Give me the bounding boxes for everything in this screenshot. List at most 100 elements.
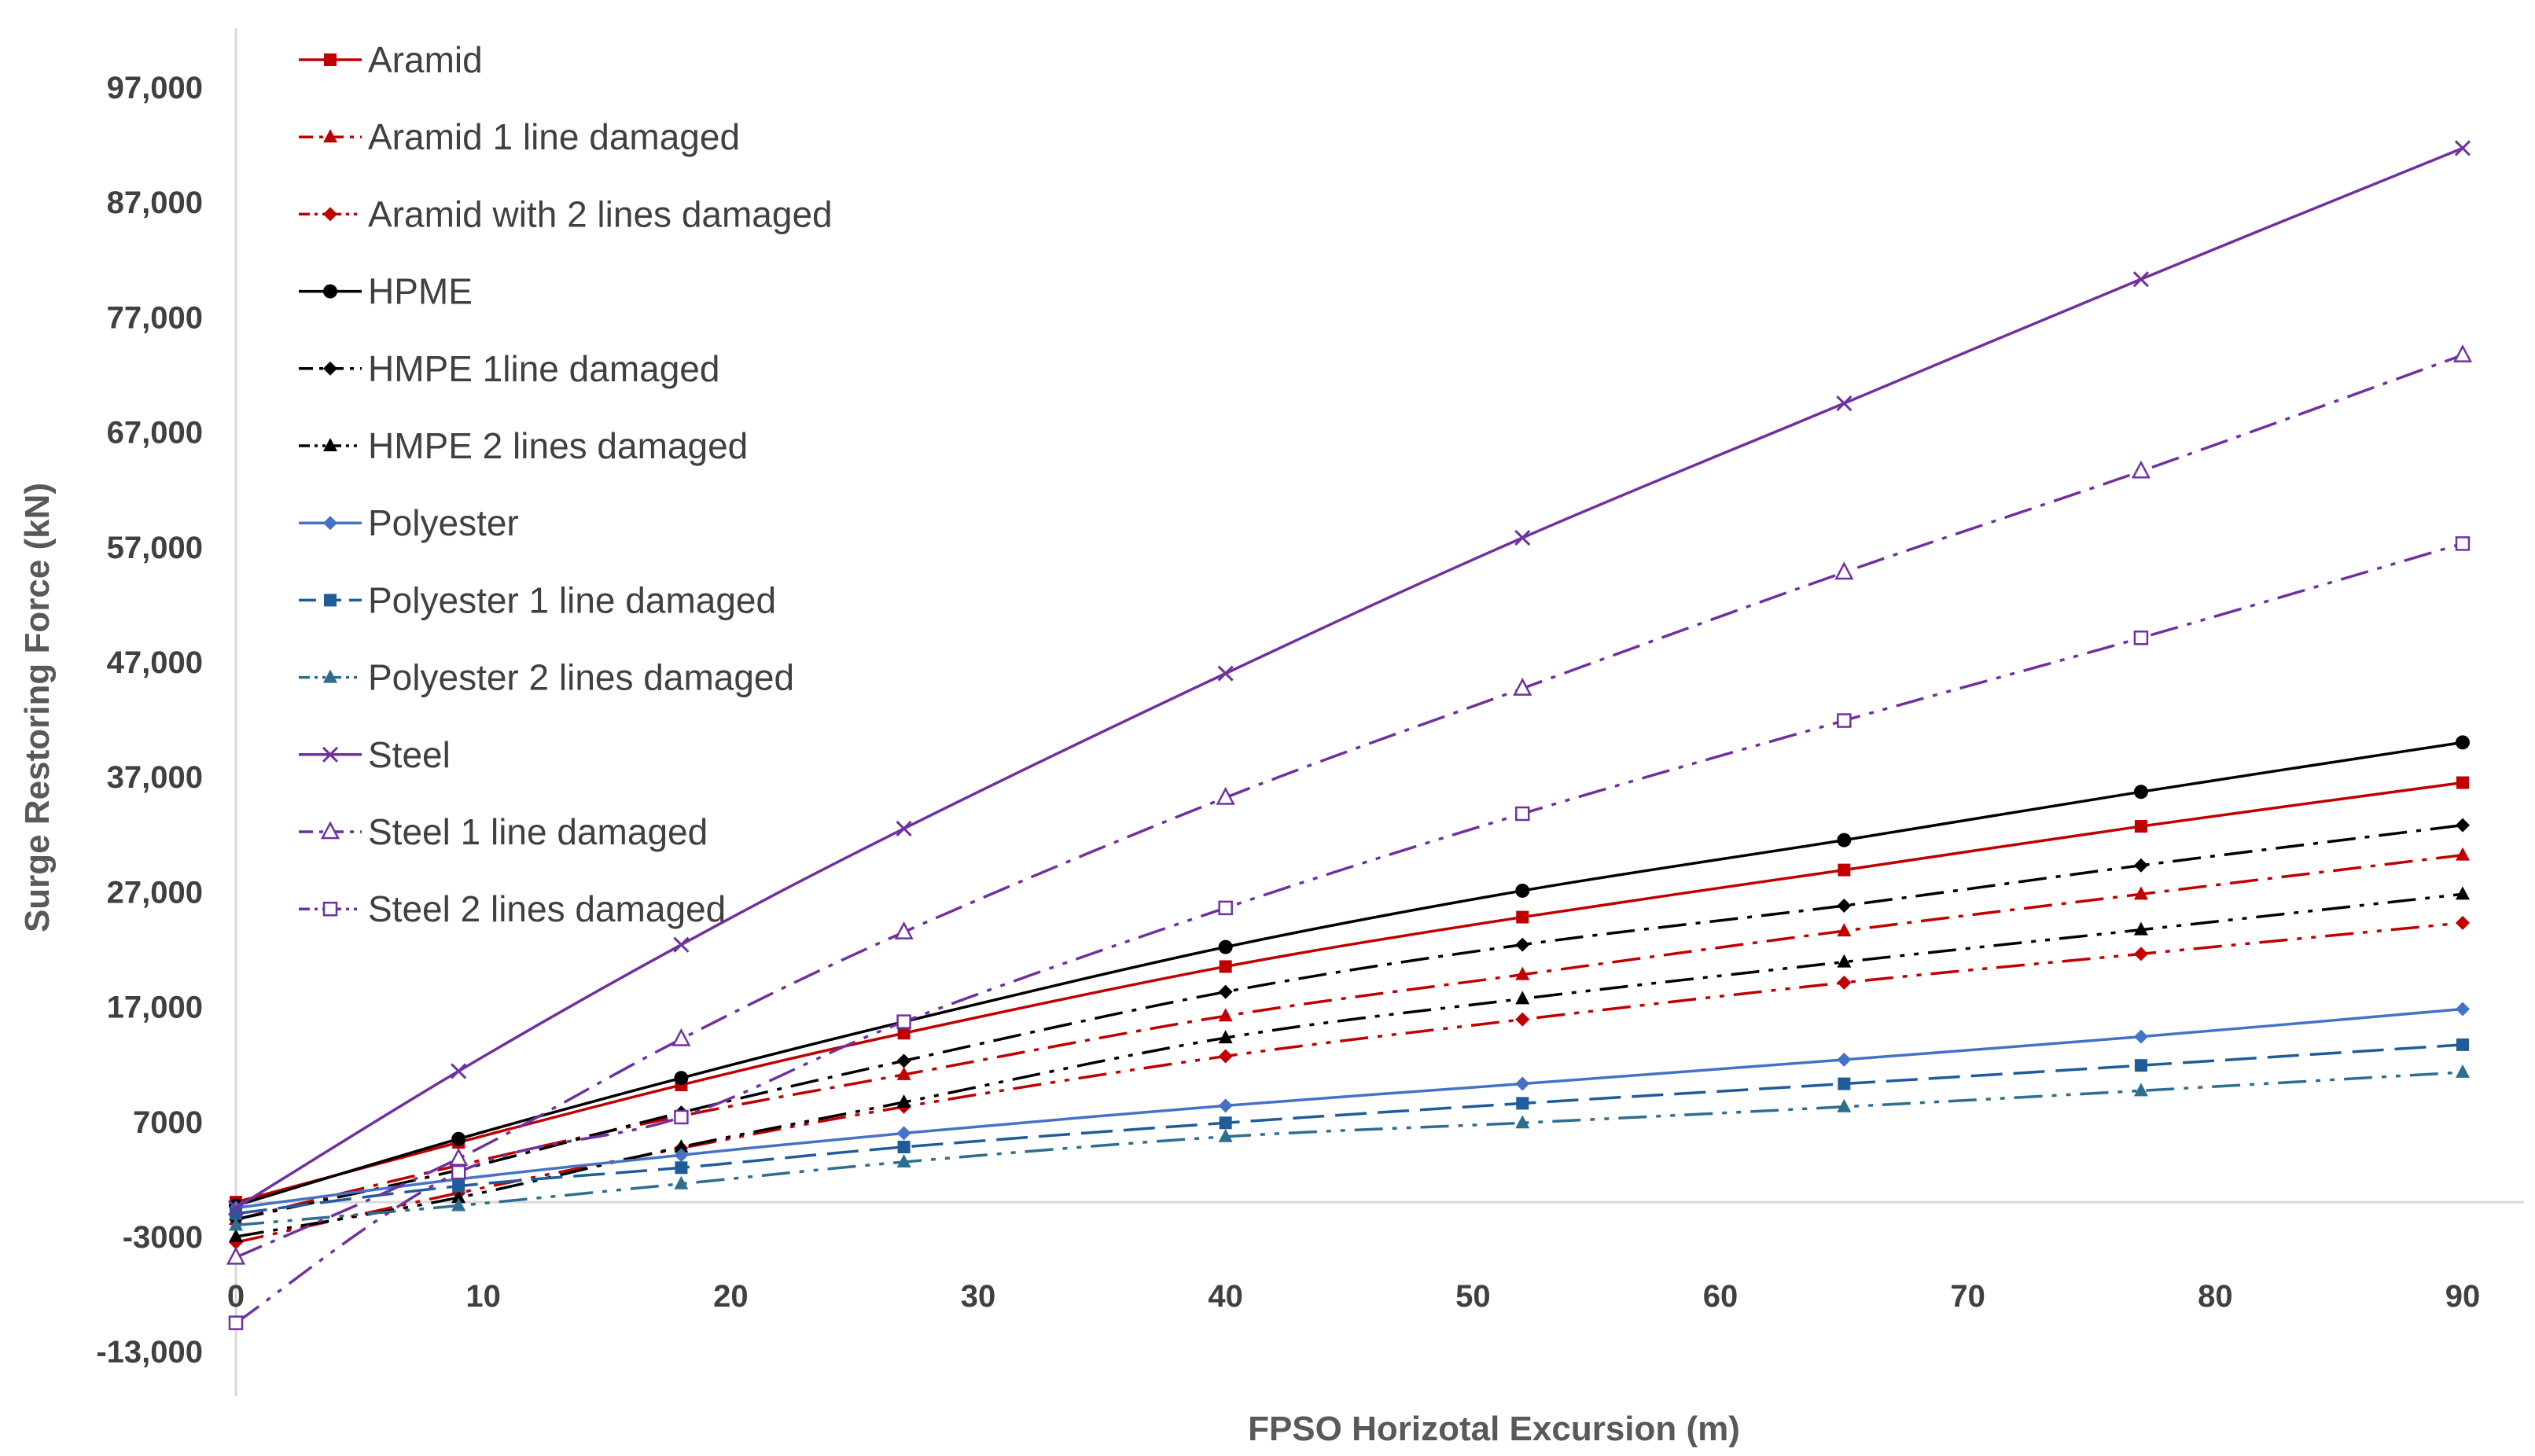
x-tick-label: 70 — [1950, 1279, 1985, 1314]
data-point — [2133, 1083, 2148, 1097]
y-tick-label: -3000 — [123, 1220, 203, 1255]
y-tick-label: 57,000 — [107, 531, 203, 565]
legend-label: HMPE 1line damaged — [368, 348, 719, 389]
x-tick-label: 80 — [2198, 1279, 2233, 1314]
legend-marker — [320, 821, 340, 840]
legend-entry: HPME — [299, 271, 473, 312]
legend-marker — [323, 129, 337, 143]
data-point — [1515, 806, 1530, 822]
data-point — [674, 1071, 689, 1086]
data-point — [451, 1131, 466, 1146]
legend-marker — [322, 746, 339, 763]
data-point — [674, 1175, 689, 1189]
y-tick-label: 17,000 — [107, 991, 203, 1025]
legend-label: Steel 2 lines damaged — [368, 888, 726, 929]
data-point — [2133, 947, 2148, 961]
legend-marker — [324, 594, 337, 607]
data-point — [1218, 1049, 1233, 1064]
data-point — [896, 1094, 911, 1108]
series-line — [235, 146, 2463, 1209]
data-point — [1217, 665, 1234, 682]
data-point — [227, 1200, 245, 1216]
data-point — [226, 1246, 246, 1265]
data-point — [894, 921, 914, 939]
data-point — [1837, 1098, 1852, 1112]
data-point — [1837, 833, 1852, 847]
y-tick-label: 97,000 — [107, 71, 203, 105]
y-tick-label: 37,000 — [107, 760, 203, 795]
data-point — [2456, 735, 2470, 750]
x-tick-label: 0 — [227, 1279, 245, 1314]
data-point — [2133, 921, 2148, 936]
data-point — [1219, 1116, 1232, 1130]
data-point — [896, 1066, 911, 1080]
series-11 — [228, 536, 2471, 1330]
tick-labels: 97,000 87,000 77,000 67,000 57,000 47,000 37,0… — [96, 71, 2480, 1370]
series-layer — [226, 140, 2473, 1330]
data-point — [1515, 937, 1530, 952]
series-line — [235, 892, 2463, 1238]
x-tick-label: 50 — [1455, 1279, 1491, 1314]
data-point — [1515, 966, 1530, 980]
data-point — [229, 1229, 243, 1242]
data-point — [1216, 786, 1235, 805]
data-point — [2456, 915, 2470, 930]
legend-label: HMPE 2 lines damaged — [368, 425, 748, 466]
data-point — [896, 1053, 911, 1068]
data-point — [452, 1179, 465, 1193]
data-point — [1218, 1128, 1233, 1142]
series-line — [235, 823, 2463, 1221]
legend-marker — [324, 53, 337, 66]
data-point — [1515, 1012, 1530, 1027]
legend-entry: Steel 2 lines damaged — [299, 888, 726, 929]
data-point — [1218, 984, 1233, 999]
data-point — [1218, 1008, 1233, 1022]
data-point — [451, 1197, 466, 1211]
data-point — [1218, 1030, 1233, 1044]
data-point — [2133, 785, 2148, 800]
legend-label: Polyester 2 lines damaged — [368, 657, 794, 698]
data-point — [228, 1315, 244, 1330]
data-point — [897, 1027, 911, 1040]
legend-entry: Aramid — [299, 39, 483, 80]
legend-entry: HMPE 2 lines damaged — [299, 425, 748, 466]
y-tick-label: 7000 — [133, 1105, 203, 1140]
data-point — [671, 1028, 691, 1046]
legend: Aramid Aramid 1 line damaged Aramid with 2… — [299, 39, 833, 929]
data-point — [897, 1140, 911, 1153]
data-point — [2456, 1064, 2470, 1078]
data-point — [674, 1148, 689, 1163]
data-point — [1837, 1052, 1852, 1067]
data-point — [2132, 271, 2149, 288]
legend-marker — [323, 438, 337, 451]
legend-marker — [322, 901, 338, 917]
series-line — [235, 1071, 2463, 1227]
y-tick-label: -13,000 — [96, 1335, 203, 1370]
data-point — [2455, 536, 2471, 551]
chart-axes — [234, 28, 2524, 1396]
series-9 — [227, 140, 2471, 1216]
legend-marker — [323, 361, 337, 376]
data-point — [675, 1161, 688, 1175]
data-point — [2456, 886, 2470, 900]
data-point — [2452, 344, 2473, 362]
data-point — [1837, 954, 1852, 968]
series-line — [235, 1043, 2463, 1215]
data-point — [2133, 858, 2148, 873]
data-point — [1219, 960, 1232, 973]
data-point — [896, 1153, 911, 1167]
legend-marker — [323, 669, 337, 683]
series-3 — [229, 735, 2470, 1213]
x-tick-label: 10 — [465, 1279, 501, 1314]
data-point — [1837, 975, 1852, 990]
y-tick-label: 27,000 — [107, 875, 203, 910]
series-8 — [229, 1064, 2470, 1231]
x-tick-label: 30 — [961, 1279, 996, 1314]
series-7 — [230, 1038, 2469, 1220]
legend-entry: Polyester 2 lines damaged — [299, 657, 794, 698]
legend-label: Polyester 1 line damaged — [368, 579, 776, 620]
data-point — [1838, 1077, 1851, 1090]
y-tick-label: 47,000 — [107, 645, 203, 680]
data-point — [451, 1189, 466, 1204]
data-point — [229, 1217, 243, 1231]
